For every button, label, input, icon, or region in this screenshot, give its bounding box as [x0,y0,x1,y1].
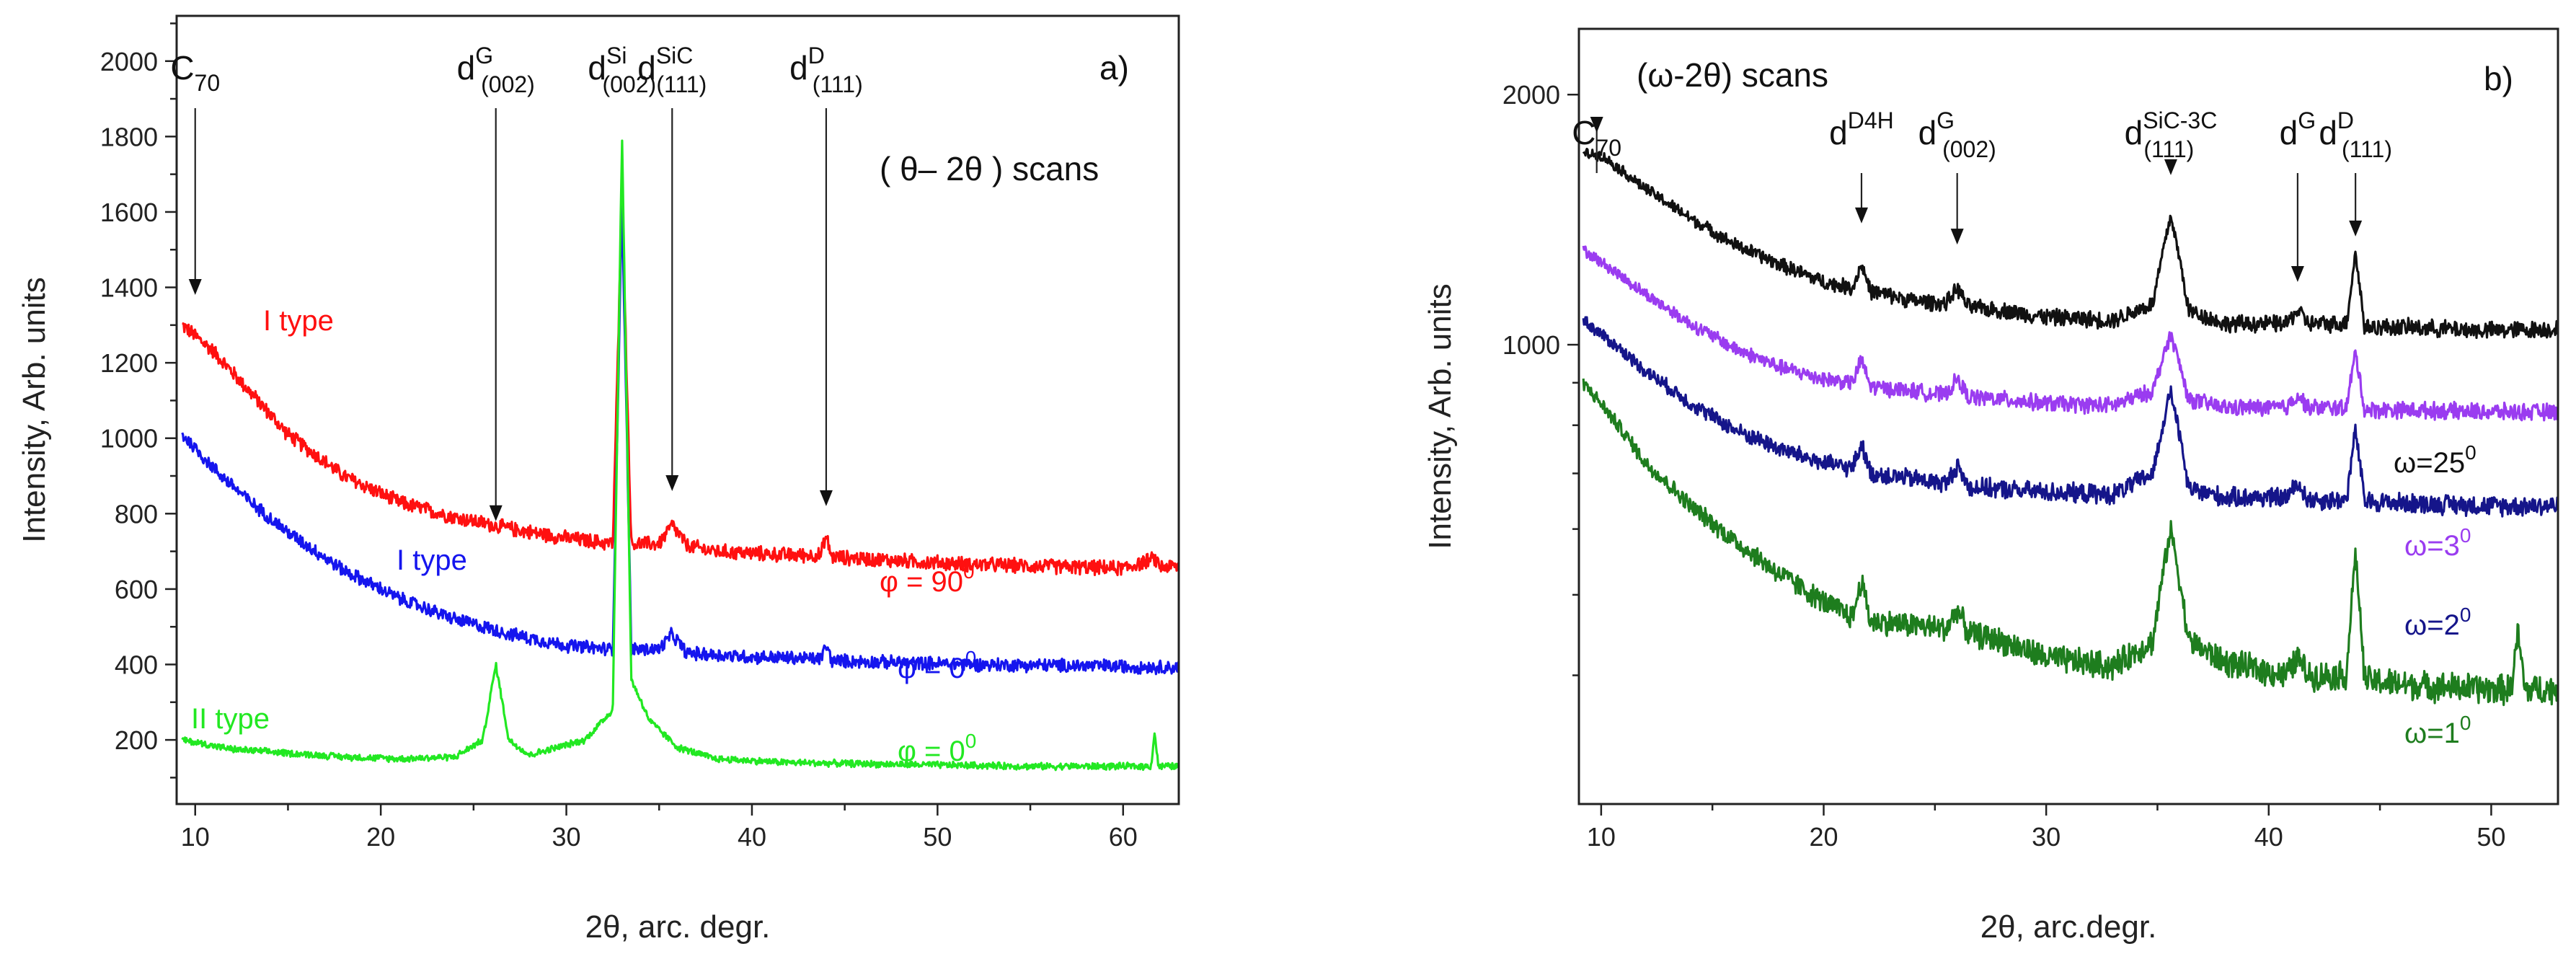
y-tick-label: 800 [115,499,158,529]
y-tick-label: 2000 [1502,80,1560,110]
x-tick-label: 20 [1809,822,1838,852]
panel-label: a) [1099,49,1129,87]
peak-arrowhead [2290,266,2304,283]
x-tick-label: 10 [1587,822,1616,852]
series-phi-label: φ = 00 [898,730,976,767]
peak-arrowhead [1590,116,1603,133]
y-tick-label: 2000 [100,47,158,76]
peak-label: dD (111) [2319,107,2392,162]
series-line-1 [181,204,1179,676]
peak-arrowhead [188,278,202,295]
x-tick-label: 30 [2032,822,2061,852]
peak-label: dG (002) [457,43,535,97]
series-omega-label: ω=30 [2404,524,2471,562]
peak-label: dSiC (111) [637,43,707,97]
x-tick-label: 40 [738,822,766,852]
plot-frame [175,14,1180,805]
peak-label: C70 [170,49,220,96]
series-line-3 [1582,378,2558,707]
peak-label: dSi (002) [588,43,656,97]
peak-label: dD (111) [789,43,863,97]
series-omega-label: ω=250 [2394,441,2477,479]
peak-label: dG (002) [1918,107,1996,162]
peak-arrowhead [2164,159,2177,175]
peak-arrowhead [2349,220,2363,237]
x-axis-label: 2θ, arc.degr. [1980,909,2157,945]
series-line-1 [1582,245,2558,422]
peak-label: dSiC-3C (111) [2125,107,2218,162]
x-axis-label: 2θ, arc. degr. [585,909,771,945]
x-tick-label: 50 [2477,822,2505,852]
x-tick-label: 20 [366,822,395,852]
series-line-0 [1582,147,2558,340]
series-type-label: II type [191,703,270,735]
series-phi-label: φ = 00 [898,647,976,684]
scan-label: ( θ– 2θ ) scans [880,150,1099,187]
peak-arrowhead [1854,207,1868,224]
peak-arrowhead [665,474,679,491]
y-tick-label: 1000 [100,424,158,454]
panel-label: b) [2484,60,2513,97]
peak-arrowhead [1950,229,1964,245]
series-type-label: I type [263,305,334,337]
y-tick-label: 1200 [100,348,158,378]
series-type-label: I type [397,544,467,576]
chart-panel-b: 10 20 30 40 50 1000 2000 2θ, arc.degr. Intensity… [1422,27,2559,945]
series-omega-label: ω=10 [2404,712,2471,749]
x-tick-label: 50 [923,822,952,852]
y-axis-label: Intensity, Arb. units [17,277,52,542]
y-tick-label: 1000 [1502,330,1560,360]
peak-label: dD4H [1829,107,1894,151]
plot-frame [1577,27,2559,805]
x-tick-label: 40 [2254,822,2283,852]
y-axis-label: Intensity, Arb. units [1422,283,1458,549]
peak-arrowhead [819,490,833,506]
plot-area [1582,147,2558,707]
series-phi-label: φ = 900 [880,560,975,598]
scan-label: (ω-2θ) scans [1637,56,1828,94]
series-line-2 [181,139,1179,772]
x-tick-label: 30 [552,822,581,852]
peak-label: dG [2280,107,2316,151]
peak-arrowhead [489,505,503,521]
y-tick-label: 1400 [100,273,158,303]
plot-area [181,139,1179,772]
y-tick-label: 200 [115,725,158,755]
x-tick-label: 60 [1109,822,1138,852]
series-line-2 [1582,316,2558,518]
x-tick-label: 10 [181,822,210,852]
y-tick-label: 400 [115,650,158,680]
y-tick-label: 1600 [100,198,158,227]
chart-panel-a: 10 20 30 40 50 60 200 400 600 800 1000 1200 1400 1600… [17,14,1180,945]
y-tick-label: 1800 [100,122,158,151]
series-omega-label: ω=20 [2404,604,2471,641]
y-tick-label: 600 [115,575,158,604]
series-line-0 [182,209,1179,577]
